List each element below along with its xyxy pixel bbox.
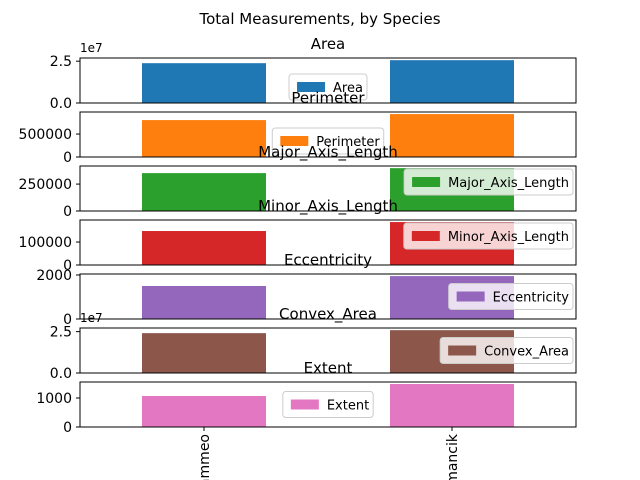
figure-title: Total Measurements, by Species: [198, 10, 440, 28]
axes-title: Minor_Axis_Length: [258, 197, 398, 216]
legend: Extent: [282, 391, 374, 418]
legend: Perimeter: [271, 127, 385, 155]
legend-label: Extent: [327, 399, 369, 414]
legend-swatch: [456, 291, 485, 302]
legend-swatch: [412, 177, 441, 187]
axes-frame: [79, 273, 577, 320]
bar: [390, 384, 514, 427]
y-tick-label: 1000: [36, 391, 72, 407]
axes-frame: [79, 327, 577, 374]
offset-text: 1e7: [80, 41, 103, 55]
legend-box: [403, 222, 574, 250]
legend-label: Perimeter: [316, 135, 380, 150]
bar: [142, 285, 266, 319]
legend-box: [439, 337, 574, 364]
axes-frame: [79, 381, 577, 428]
y-tick-label: 0: [63, 312, 72, 328]
legend: Area: [288, 73, 368, 101]
offset-text: 1e7: [80, 311, 103, 325]
axes-frame: [79, 57, 577, 104]
legend-swatch: [448, 345, 477, 356]
legend: Minor_Axis_Length: [403, 222, 574, 250]
legend-label: Convex_Area: [484, 345, 569, 360]
bar: [142, 396, 266, 427]
y-tick-label: 2000: [36, 268, 72, 284]
legend-swatch: [411, 231, 440, 241]
y-tick-label: 2.5: [50, 54, 72, 70]
legend-swatch: [297, 82, 326, 92]
legend-box: [282, 391, 374, 418]
bar: [142, 231, 266, 265]
y-tick-label: 2.5: [50, 325, 72, 341]
legend-swatch: [290, 399, 319, 410]
x-tick-label: Osmancik: [445, 433, 461, 480]
x-tick-label: Cammeo: [197, 434, 213, 480]
axes-title: Eccentricity: [284, 251, 372, 269]
y-tick-label: 0: [63, 420, 72, 436]
legend-label: Major_Axis_Length: [448, 176, 569, 191]
legend-box: [448, 283, 574, 310]
y-tick-label: 0: [63, 258, 72, 274]
axes-title: Area: [311, 35, 346, 53]
y-tick-label: 500000: [19, 127, 72, 143]
y-tick-label: 0.0: [50, 96, 72, 112]
legend-box: [288, 73, 368, 101]
legend-box: [403, 168, 574, 196]
axes-frame: [79, 165, 577, 212]
bar: [142, 333, 266, 373]
axes-title: Major_Axis_Length: [258, 143, 398, 162]
legend-label: Eccentricity: [493, 291, 570, 306]
bar: [390, 60, 514, 103]
y-tick-label: 250000: [19, 177, 72, 193]
legend-box: [271, 127, 385, 155]
legend: Convex_Area: [439, 337, 574, 364]
axes-title: Perimeter: [291, 89, 365, 107]
y-tick-label: 100000: [19, 235, 72, 251]
bar: [142, 63, 266, 103]
y-tick-label: 0.0: [50, 366, 72, 382]
legend: Major_Axis_Length: [403, 168, 574, 196]
legend-label: Minor_Axis_Length: [448, 230, 569, 245]
legend: Eccentricity: [448, 283, 574, 310]
y-tick-label: 0: [63, 204, 72, 220]
legend-label: Area: [333, 81, 363, 96]
legend-swatch: [280, 136, 309, 146]
bar: [390, 114, 514, 157]
y-tick-label: 0: [63, 150, 72, 166]
bar: [142, 173, 266, 211]
axes-title: Convex_Area: [279, 305, 377, 324]
bar: [142, 120, 266, 157]
axes-title: Extent: [304, 359, 353, 377]
